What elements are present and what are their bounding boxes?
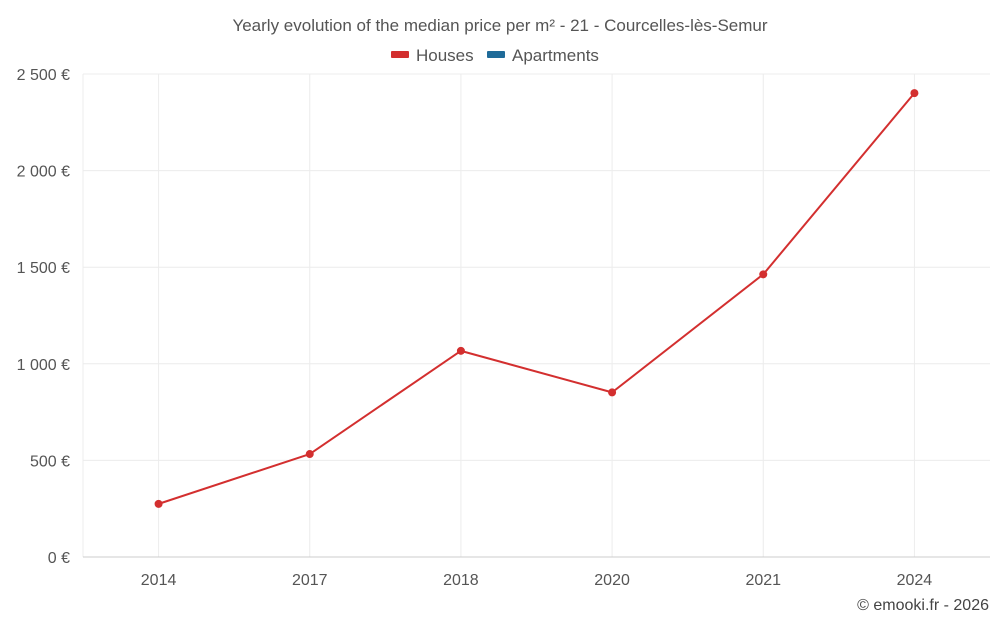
x-tick-label: 2021 (745, 572, 781, 589)
x-tick-label: 2017 (292, 572, 328, 589)
x-tick-label: 2014 (141, 572, 177, 589)
legend-label-apartments: Apartments (512, 46, 599, 65)
legend-swatch-apartments (487, 51, 505, 58)
data-point-houses[interactable] (456, 346, 465, 355)
series-line-houses (158, 92, 916, 505)
y-tick-label: 500 € (30, 453, 70, 470)
data-point-houses[interactable] (910, 89, 919, 98)
credit-text: © emooki.fr - 2026 (857, 597, 989, 614)
legend: Houses Apartments (391, 46, 599, 65)
chart-title: Yearly evolution of the median price per… (232, 16, 767, 35)
legend-item-houses[interactable]: Houses (391, 46, 474, 65)
x-tick-label: 2018 (443, 572, 479, 589)
x-tick-label: 2020 (594, 572, 630, 589)
data-point-houses[interactable] (305, 450, 314, 459)
x-axis-ticks: 2014 2017 2018 2020 2021 2024 (141, 572, 933, 589)
legend-item-apartments[interactable]: Apartments (487, 46, 599, 65)
data-point-houses[interactable] (154, 499, 163, 508)
series (154, 89, 919, 508)
legend-label-houses: Houses (416, 46, 474, 65)
y-tick-label: 0 € (48, 550, 70, 567)
y-tick-label: 1 500 € (17, 260, 70, 277)
y-tick-label: 2 000 € (17, 164, 70, 181)
data-point-houses[interactable] (759, 270, 768, 279)
y-tick-label: 2 500 € (17, 67, 70, 84)
grid (82, 73, 990, 557)
y-tick-label: 1 000 € (17, 357, 70, 374)
y-axis-ticks: 0 € 500 € 1 000 € 1 500 € 2 000 € 2 500 € (17, 67, 70, 567)
x-tick-label: 2024 (897, 572, 933, 589)
legend-swatch-houses (391, 51, 409, 58)
data-point-houses[interactable] (608, 388, 617, 397)
